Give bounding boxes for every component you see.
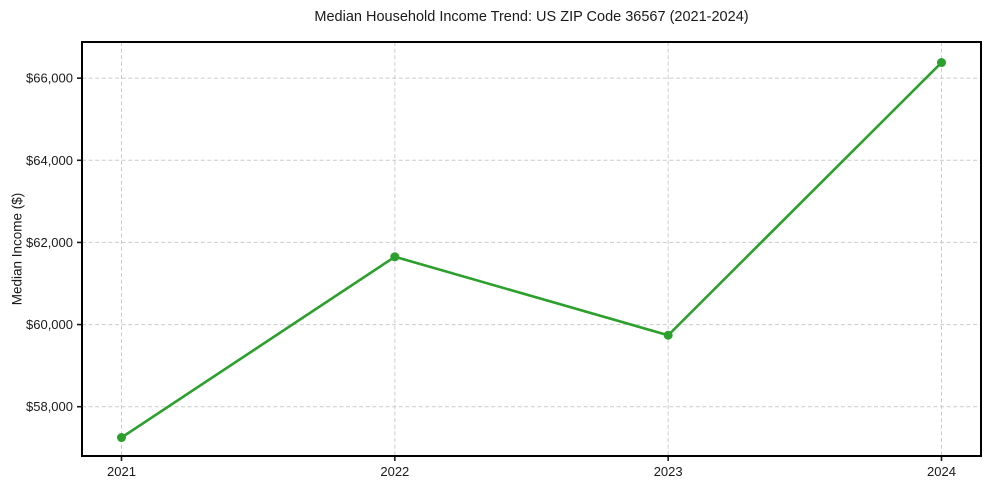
data-point-2023 bbox=[663, 330, 673, 340]
x-tick-label: 2022 bbox=[380, 464, 409, 479]
data-point-2021 bbox=[117, 433, 126, 443]
y-tick-label: $58,000 bbox=[26, 399, 73, 414]
chart-title: Median Household Income Trend: US ZIP Co… bbox=[314, 9, 749, 25]
data-point-2022 bbox=[390, 252, 400, 262]
x-tick-label: 2021 bbox=[107, 464, 136, 479]
y-tick-label: $66,000 bbox=[26, 71, 73, 86]
plot-frame bbox=[81, 41, 982, 457]
y-tick-label: $60,000 bbox=[26, 317, 73, 332]
y-tick-label: $64,000 bbox=[26, 153, 73, 168]
x-tick-label: 2023 bbox=[654, 464, 683, 479]
data-line bbox=[120, 61, 943, 439]
data-point-2024 bbox=[937, 58, 946, 68]
y-tick-label: $62,000 bbox=[26, 235, 73, 250]
x-tick-label: 2024 bbox=[927, 464, 956, 479]
